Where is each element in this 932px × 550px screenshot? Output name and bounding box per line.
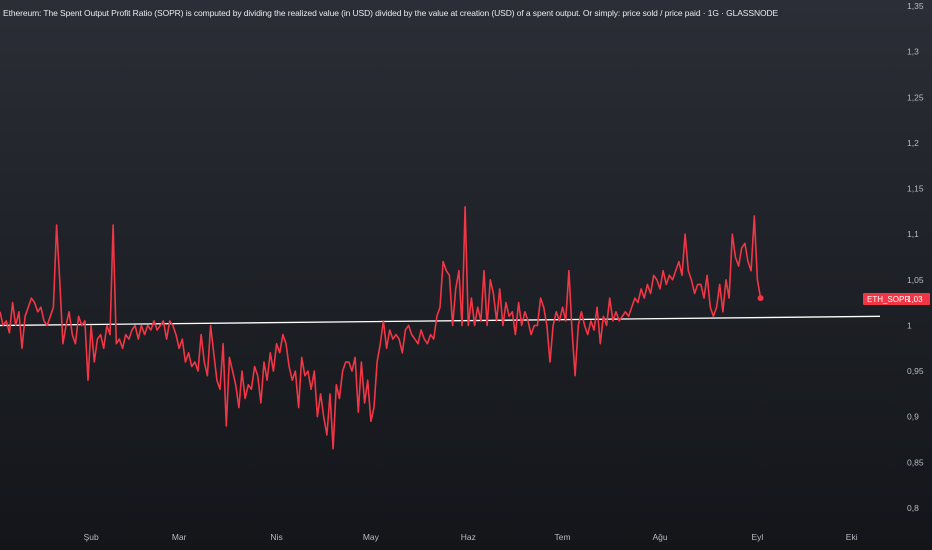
y-tick-label: 1,3 xyxy=(907,47,919,57)
x-tick-label: Nis xyxy=(270,532,282,542)
x-axis: Şub Mar Nis May Haz Tem Ağu Eyl Eki xyxy=(84,532,858,542)
y-tick-label: 1,05 xyxy=(907,275,924,285)
y-tick-label: 1 xyxy=(907,320,912,330)
x-tick-label: Ağu xyxy=(652,532,667,542)
y-tick-label: 0,85 xyxy=(907,457,924,467)
sopr-series xyxy=(0,206,764,450)
y-tick-label: 1,15 xyxy=(907,184,924,194)
series-line xyxy=(0,206,762,450)
y-tick-label: 1,1 xyxy=(907,229,919,239)
y-axis: 1,35 1,3 1,25 1,2 1,15 1,1 1,05 1 0,95 0,9 0,85 0,8 xyxy=(907,1,924,513)
y-tick-label: 1,2 xyxy=(907,138,919,148)
series-name-label: ETH_SOPR xyxy=(867,295,910,304)
y-tick-label: 0,8 xyxy=(907,503,919,513)
x-tick-label: Eyl xyxy=(752,532,764,542)
x-tick-label: Haz xyxy=(461,532,476,542)
x-tick-label: Tem xyxy=(555,532,571,542)
y-tick-label: 1,25 xyxy=(907,92,924,102)
x-tick-label: Şub xyxy=(84,532,99,542)
y-tick-label: 0,95 xyxy=(907,366,924,376)
y-tick-label: 1,35 xyxy=(907,1,924,11)
y-tick-label: 0,9 xyxy=(907,412,919,422)
series-last-point xyxy=(757,295,764,302)
x-tick-label: May xyxy=(363,532,380,542)
series-value-tag: ETH_SOPR 1,03 xyxy=(863,293,930,305)
x-tick-label: Mar xyxy=(172,532,187,542)
x-tick-label: Eki xyxy=(846,532,858,542)
series-last-value-label: 1,03 xyxy=(907,295,923,304)
baseline-line xyxy=(0,315,881,327)
chart-title: Ethereum: The Spent Output Profit Ratio … xyxy=(3,8,779,18)
